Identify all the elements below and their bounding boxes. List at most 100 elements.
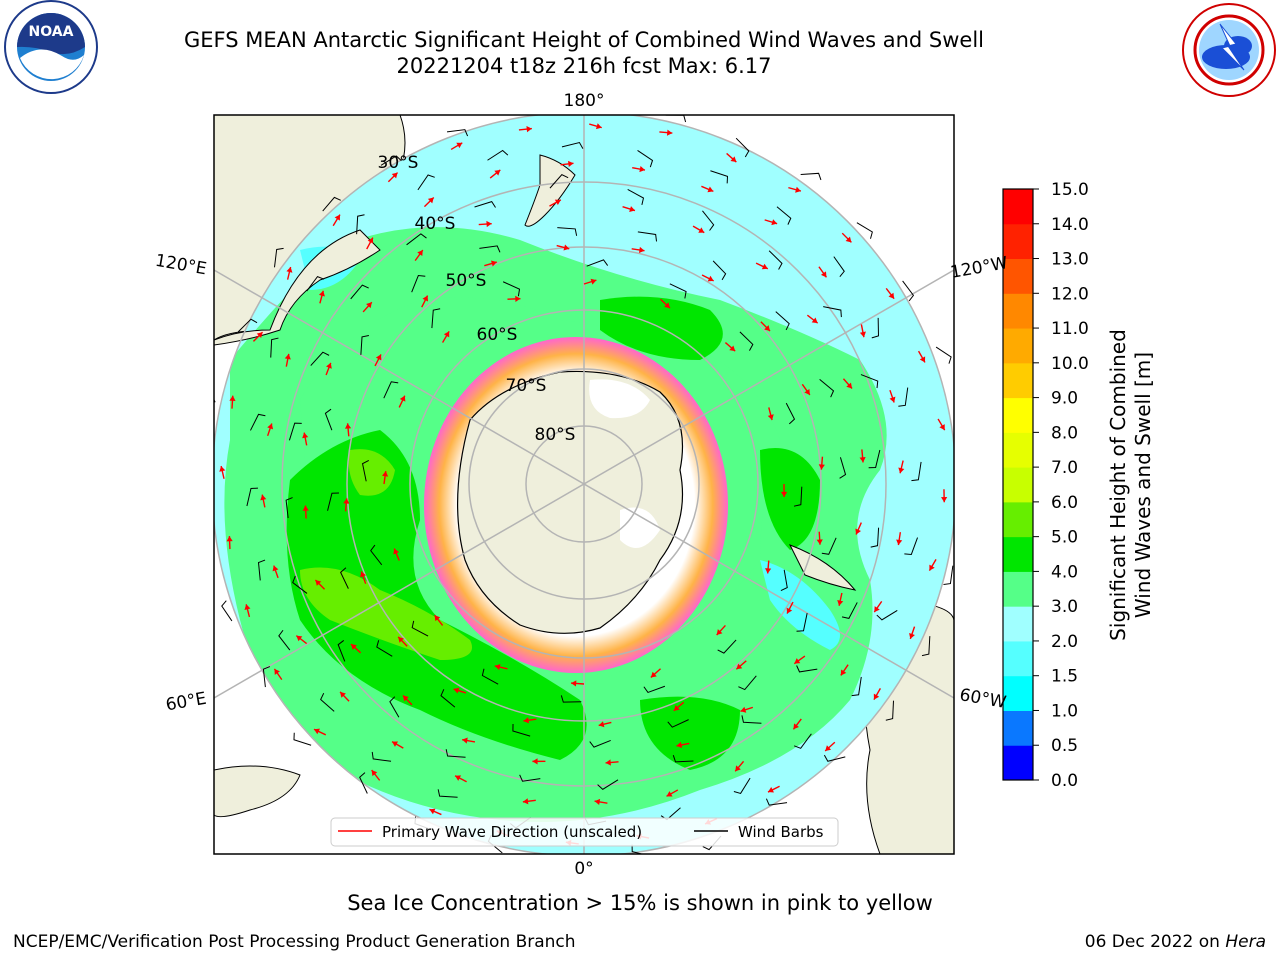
wave-arrow-head	[941, 497, 948, 503]
wave-arrow-head	[456, 142, 463, 149]
wind-barb	[285, 497, 293, 519]
wave-arrow-head	[729, 345, 736, 352]
wave-arrow-head	[818, 464, 825, 470]
noaa-logo-text: NOAA	[29, 24, 74, 40]
wave-arrow-head	[794, 658, 801, 664]
colorbar-tick-label: 13.0	[1051, 250, 1089, 270]
colorbar-tick-label: 0.5	[1051, 736, 1078, 756]
lon-label-0: 0°	[574, 859, 593, 879]
wave-arrow-head	[859, 331, 866, 338]
wind-barb	[237, 318, 258, 333]
map-area	[203, 115, 961, 861]
wind-barb	[586, 259, 609, 267]
colorbar-segment	[1003, 397, 1033, 433]
wave-arrow-head	[735, 765, 741, 772]
wind-barb	[637, 150, 654, 168]
wind-barb	[474, 201, 496, 208]
wind-barb	[955, 418, 961, 439]
wind-barb	[549, 174, 569, 189]
noaa-logo-icon: NOAA	[4, 0, 98, 94]
sea-ice-caption: Sea Ice Concentration > 15% is shown in …	[347, 891, 933, 915]
wave-arrow-head	[272, 565, 279, 572]
colorbar-tick-label: 7.0	[1051, 458, 1078, 478]
lon-label-120w: 120°W	[949, 253, 1010, 283]
wave-arrow-head	[595, 123, 602, 130]
wind-barb	[765, 798, 788, 806]
wind-barb	[519, 774, 541, 782]
wind-barb	[370, 544, 383, 566]
wind-barb	[512, 723, 531, 737]
footer-machine: Hera	[1225, 932, 1266, 952]
wind-barb	[371, 751, 392, 762]
wind-barb	[306, 276, 325, 292]
wind-barb	[627, 188, 645, 205]
wave-arrow-head	[666, 791, 673, 797]
wind-barb	[911, 461, 922, 482]
wind-barb	[411, 620, 429, 637]
wave-arrow-head	[909, 633, 915, 639]
wind-barb	[221, 600, 233, 622]
colorbar-segment	[1003, 328, 1033, 364]
wind-barbs	[203, 115, 961, 861]
colorbar-tick-label: 1.0	[1051, 701, 1078, 721]
wave-arrow-head	[740, 706, 747, 713]
wave-arrow-head	[226, 536, 233, 542]
wind-barb	[710, 170, 729, 184]
colorbar-label-line2: Wind Waves and Swell [m]	[1131, 352, 1155, 618]
wave-arrow-head	[391, 172, 398, 179]
wind-barb	[445, 749, 466, 758]
wave-arrow-head	[366, 302, 372, 309]
wind-barb	[793, 486, 803, 507]
colorbar-tick-label: 6.0	[1051, 493, 1078, 513]
wave-arrow-head	[402, 695, 409, 702]
colorbar-segment	[1003, 189, 1033, 225]
wave-arrow-head	[768, 786, 774, 793]
wind-barb	[557, 227, 578, 236]
wind-barb	[860, 374, 879, 389]
wave-arrow-head	[811, 317, 818, 324]
colorbar-segment	[1003, 432, 1033, 468]
wind-barb	[597, 779, 619, 790]
colorbar-segment	[1003, 501, 1033, 538]
wind-barb	[871, 317, 880, 339]
wind-barb	[839, 457, 847, 479]
wind-barb	[898, 387, 909, 407]
wave-arrow-head	[568, 160, 574, 167]
wave-arrow-head	[296, 635, 303, 642]
lat-label-80s: 80°S	[535, 425, 576, 445]
wave-arrow-head	[761, 263, 768, 270]
wind-barb	[823, 306, 842, 318]
wind-barb	[669, 283, 687, 299]
wind-barb	[406, 233, 427, 246]
lat-label-30s: 30°S	[378, 153, 419, 173]
wind-barb	[904, 537, 919, 555]
colorbar-segment	[1003, 606, 1033, 642]
wave-arrow-head	[846, 382, 853, 389]
colorbar-tick-label: 9.0	[1051, 389, 1078, 409]
wind-barb	[921, 636, 931, 657]
wind-barb	[796, 613, 808, 632]
wave-arrow-head	[793, 723, 800, 730]
wind-barb	[954, 492, 961, 512]
wave-arrow-head	[375, 354, 382, 361]
wind-barb	[556, 854, 576, 861]
footer-credit: NCEP/EMC/Verification Post Processing Pr…	[13, 932, 576, 952]
wind-barb	[643, 685, 666, 694]
wind-barb	[885, 700, 895, 721]
wave-arrow-head	[526, 126, 532, 133]
colorbar-segment	[1003, 536, 1033, 572]
wind-barb	[292, 575, 308, 594]
wind-barb	[203, 455, 209, 476]
wave-arrow-head	[765, 568, 772, 574]
wave-arrow-head	[594, 798, 601, 805]
wave-arrow-head	[344, 423, 352, 429]
wave-arrow-head	[422, 295, 429, 302]
wind-barb	[481, 668, 499, 685]
wave-arrow-head	[837, 600, 844, 606]
wind-barb	[440, 689, 456, 708]
wind-barb	[823, 754, 846, 762]
wind-barb	[320, 692, 335, 712]
wind-barb	[376, 640, 393, 657]
wave-arrow-head	[571, 680, 577, 687]
wave-arrow-head	[716, 629, 723, 636]
